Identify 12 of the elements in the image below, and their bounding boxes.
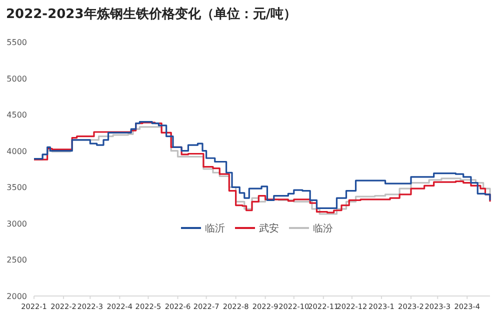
y-tick-label: 2500 — [6, 256, 27, 265]
y-tick-label: 3000 — [6, 219, 27, 228]
y-tick-label: 4500 — [6, 110, 27, 120]
y-tick-label: 5000 — [6, 74, 27, 84]
chart-title: 2022-2023年炼钢生铁价格变化（单位：元/吨） — [6, 6, 297, 22]
y-tick-label: 5500 — [6, 38, 27, 47]
legend-label: 临汾 — [313, 222, 333, 234]
y-tick-label: 4000 — [6, 146, 27, 156]
legend-label: 武安 — [259, 222, 279, 234]
y-tick-label: 2000 — [6, 292, 27, 301]
legend-label: 临沂 — [205, 222, 225, 234]
y-tick-label: 3500 — [6, 183, 27, 192]
